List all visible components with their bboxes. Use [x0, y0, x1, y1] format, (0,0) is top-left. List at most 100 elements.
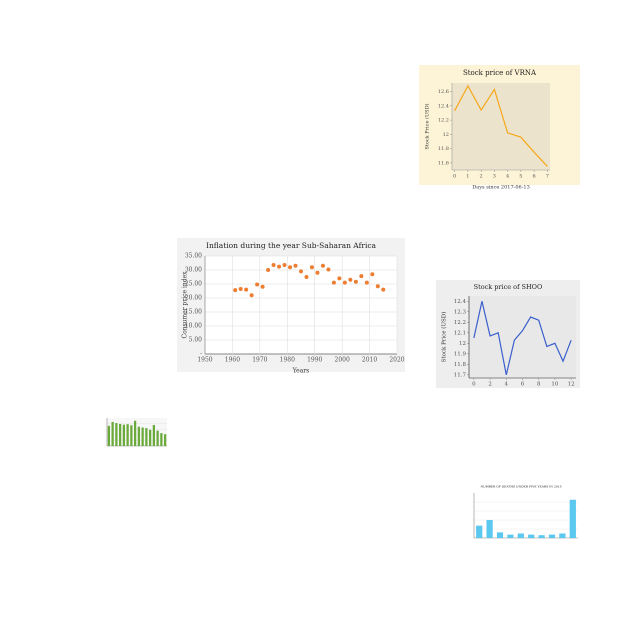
y-tick-label: 35.00: [185, 253, 202, 260]
y-tick-label: 12: [443, 132, 449, 138]
x-tick-label: 1950: [197, 357, 212, 364]
scatter-point: [359, 274, 364, 279]
bar: [107, 425, 110, 446]
scatter-point: [238, 287, 243, 292]
x-tick-label: 5: [519, 174, 522, 180]
x-tick-label: 7: [546, 174, 549, 180]
scatter-point: [370, 272, 375, 277]
x-tick-label: 2: [480, 174, 483, 180]
y-tick-label: 12.3: [454, 309, 467, 315]
y-tick-label: 12.4: [438, 103, 449, 109]
scatter-point: [277, 264, 282, 269]
scatter-point: [320, 263, 325, 268]
y-tick-label: 10.00: [185, 323, 202, 330]
bar: [538, 535, 545, 538]
scatter-point: [233, 288, 238, 293]
x-axis-label: Days since 2017-06-13: [472, 185, 530, 191]
scatter-point: [304, 275, 309, 279]
x-tick-label: 4: [505, 382, 509, 388]
scatter-point: [375, 284, 380, 289]
scatter-point: [309, 265, 314, 270]
bar: [496, 532, 504, 538]
bar: [111, 421, 114, 446]
scatter-point: [337, 276, 342, 281]
scatter-point: [282, 262, 287, 267]
scatter-point: [326, 267, 331, 272]
y-tick-label: 11.7: [454, 372, 467, 378]
line-series: [473, 301, 572, 375]
bar: [122, 424, 125, 446]
y-tick-label: 11.9: [454, 351, 467, 357]
x-tick-label: 0: [472, 382, 476, 388]
scatter-point: [260, 284, 265, 289]
scatter-point: [342, 280, 347, 285]
x-tick-label: 1: [466, 174, 469, 180]
bar: [548, 534, 556, 538]
bar: [164, 434, 167, 446]
y-tick-label: 15.00: [185, 309, 202, 316]
scatter-point: [249, 293, 254, 298]
x-tick-label: 1990: [307, 357, 322, 364]
scatter-point: [315, 270, 320, 275]
x-tick-label: 0: [453, 174, 456, 180]
bar: [569, 499, 576, 538]
x-tick-label: 4: [506, 174, 509, 180]
y-tick-label: 12: [459, 341, 466, 347]
scatter-point: [266, 268, 271, 272]
scatter-point: [271, 262, 276, 267]
bar: [528, 534, 535, 538]
plot-area: [452, 83, 550, 170]
bar: [145, 428, 148, 446]
y-axis-label: Stock Price (USD): [424, 103, 431, 149]
plot-area: [469, 296, 576, 378]
bar: [134, 420, 137, 446]
bar: [476, 525, 483, 538]
scatter-point: [293, 263, 298, 268]
y-axis-label: Stock Price (USD): [441, 312, 448, 363]
bar: [517, 533, 524, 538]
y-axis-label: Consumer price index: [182, 271, 189, 339]
y-tick-label: 11.8: [454, 362, 467, 368]
y-tick-label: 5.00: [189, 337, 203, 344]
scatter-point: [353, 279, 358, 284]
y-tick-label: 12.1: [454, 330, 466, 336]
bar: [486, 520, 493, 538]
chart-title: Stock price of VRNA: [463, 69, 537, 77]
x-tick-label: 1960: [225, 357, 240, 364]
bar: [160, 433, 163, 446]
scatter-point: [255, 282, 260, 287]
x-tick-label: 8: [537, 382, 541, 388]
x-tick-label: 10: [551, 382, 558, 388]
bar: [130, 425, 133, 446]
x-tick-label: 2020: [389, 357, 404, 364]
bar: [141, 427, 144, 446]
y-tick-label: 12.6: [438, 89, 449, 95]
bar: [156, 430, 159, 446]
bar: [115, 423, 118, 446]
scatter-point: [299, 269, 303, 274]
bar: [559, 533, 566, 538]
x-axis-label: Years: [292, 368, 310, 375]
x-tick-label: 1980: [280, 357, 295, 364]
chart-title: Inflation during the year Sub-Saharan Af…: [206, 241, 377, 250]
x-tick-label: 2000: [335, 357, 350, 364]
scatter-point: [331, 280, 336, 285]
chart-title: Stock price of SHOO: [474, 283, 543, 291]
y-tick-label: 11.6: [438, 160, 449, 166]
x-tick-label: 6: [521, 382, 525, 388]
x-tick-label: 12: [568, 382, 575, 388]
bar: [137, 426, 140, 446]
y-tick-label: 12.4: [454, 299, 467, 305]
scatter-point: [244, 287, 249, 292]
bar: [152, 425, 155, 446]
x-tick-label: 6: [533, 174, 536, 180]
bar: [119, 423, 122, 446]
bar: [149, 429, 152, 446]
y-tick-label: 20.00: [185, 295, 202, 302]
bar: [507, 534, 514, 538]
scatter-point: [364, 280, 369, 285]
y-tick-label: 25.00: [185, 281, 202, 288]
y-tick-label: -: [200, 351, 202, 358]
x-tick-label: 1970: [252, 357, 267, 364]
